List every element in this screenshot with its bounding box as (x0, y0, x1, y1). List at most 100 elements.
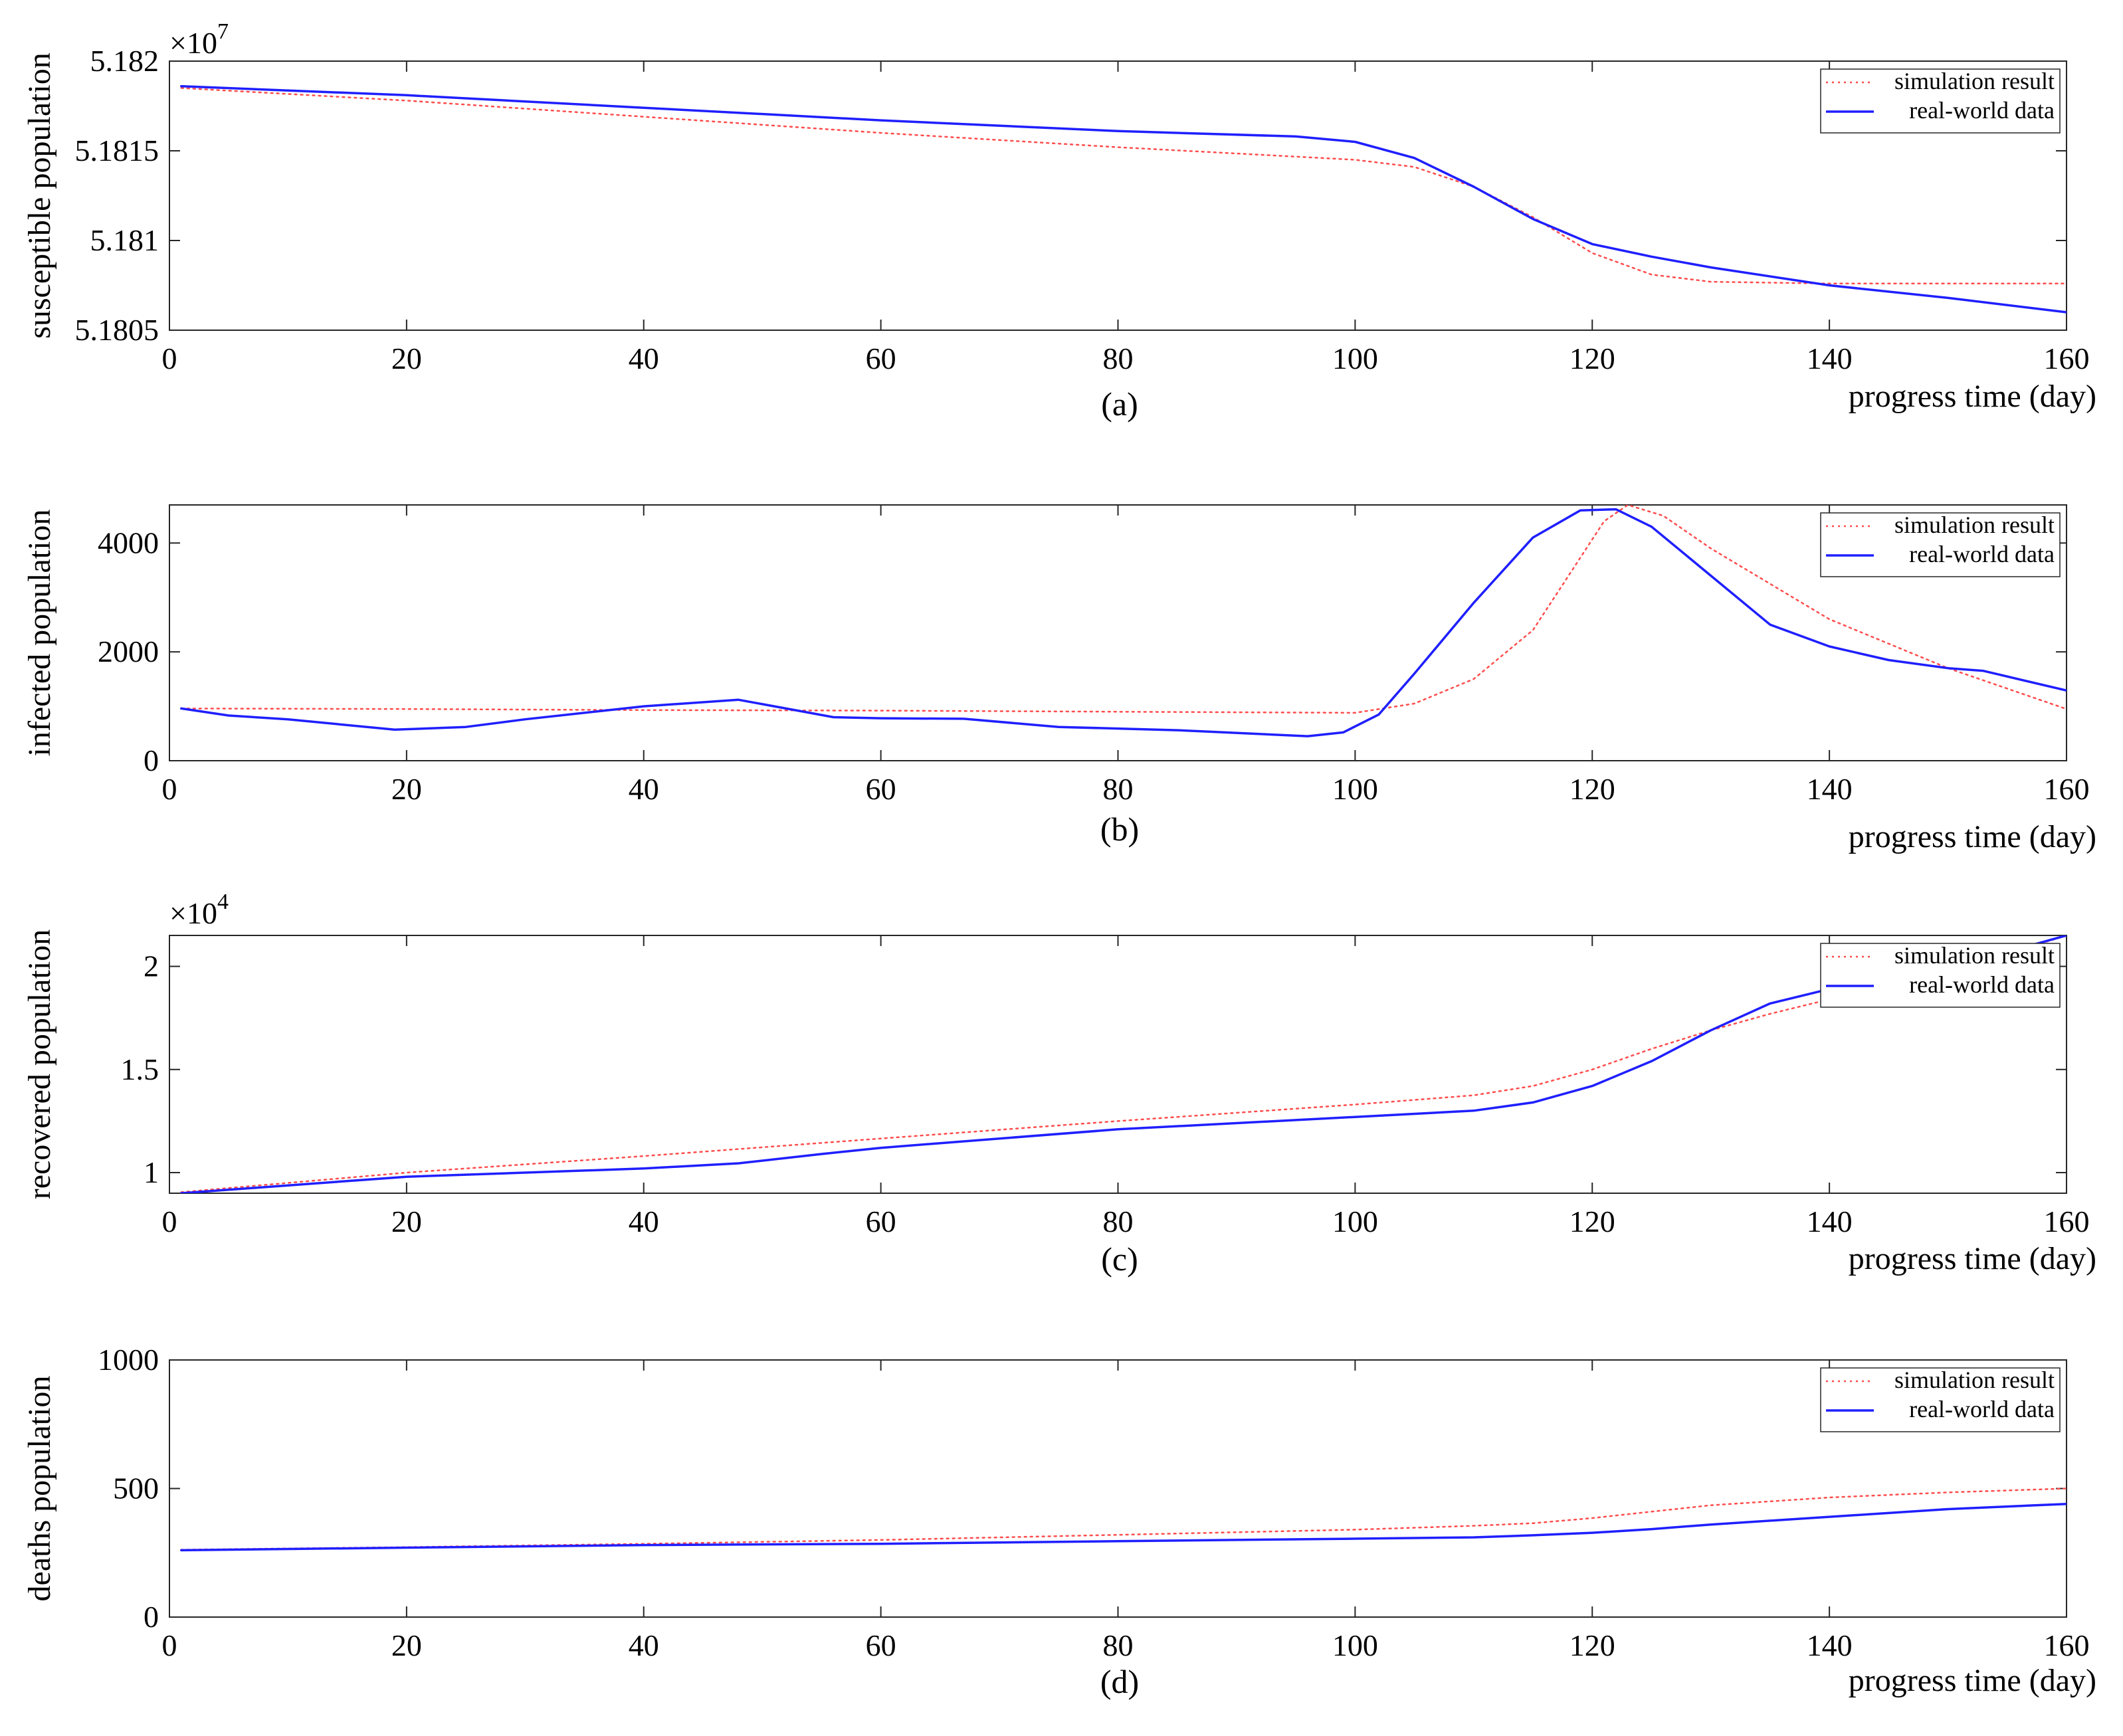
x-tick-label: 60 (866, 772, 896, 806)
legend: simulation result real-world data (1820, 1367, 2061, 1432)
y-tick-label: 4000 (98, 526, 159, 559)
plot-frame (169, 935, 2067, 1194)
x-tick-label: 160 (2044, 341, 2090, 375)
y-tick-label: 2 (144, 949, 159, 983)
legend-box (1820, 1367, 2061, 1432)
series-line-simulation (180, 505, 2067, 714)
chart-panel-2: 0 20 40 60 80 100 120 140 160 0 2000 4000 infected p… (22, 504, 2096, 854)
y-tick-label: 5.181 (90, 223, 159, 257)
x-tick-label: 40 (629, 1205, 659, 1238)
x-tick-label: 80 (1103, 1628, 1134, 1662)
x-tick-label: 80 (1103, 772, 1134, 806)
legend-entry: simulation result (1894, 512, 2055, 538)
plot-frame (169, 504, 2067, 761)
x-tick-label: 80 (1103, 1205, 1134, 1238)
x-tick-label: 60 (866, 341, 896, 375)
legend-box (1820, 68, 2061, 134)
chart-panel-1: 0 20 40 60 80 100 120 140 160 5.1805 5.181 5.1815 5.… (22, 19, 2096, 423)
series-line-real-world (180, 935, 2067, 1193)
x-tick-label: 60 (866, 1205, 896, 1238)
x-tick-label: 40 (629, 772, 659, 806)
y-axis-label: recovered population (22, 929, 57, 1200)
axis-multiplier-base: ×10 (169, 896, 217, 930)
x-tick-label: 20 (391, 341, 422, 375)
x-tick-label: 20 (391, 772, 422, 806)
y-tick-label: 1 (144, 1155, 159, 1189)
x-tick-label: 100 (1332, 1628, 1378, 1662)
series-line-real-world (180, 85, 2067, 314)
x-tick-label: 20 (391, 1628, 422, 1662)
y-tick-label: 500 (113, 1472, 159, 1505)
x-tick-label: 120 (1569, 1205, 1615, 1238)
x-tick-label: 160 (2044, 1628, 2090, 1662)
y-tick-label: 5.1805 (75, 313, 159, 347)
axis-multiplier: ×104 (169, 890, 229, 930)
panel-caption: (c) (1101, 1240, 1138, 1278)
y-tick-label: 2000 (98, 634, 159, 668)
x-tick-label: 0 (162, 1628, 177, 1662)
panel-caption: (a) (1101, 385, 1138, 423)
x-tick-label: 140 (1807, 772, 1853, 806)
y-tick-label: 5.1815 (75, 134, 159, 167)
axis-multiplier-exponent: 4 (217, 890, 229, 914)
legend-entry: simulation result (1894, 942, 2055, 969)
x-axis-label: progress time (day) (1849, 819, 2096, 854)
series-line-simulation (180, 935, 2067, 1193)
legend-entry: real-world data (1909, 971, 2055, 998)
plot-frame (169, 1359, 2067, 1618)
series-line-simulation (180, 1488, 2067, 1551)
y-axis-label: infected population (22, 510, 57, 757)
x-tick-label: 20 (391, 1205, 422, 1238)
legend-entry: real-world data (1909, 541, 2055, 567)
x-tick-label: 160 (2044, 1205, 2090, 1238)
legend-entry: real-world data (1909, 97, 2055, 124)
legend-box (1820, 512, 2061, 577)
x-tick-label: 140 (1807, 341, 1853, 375)
y-tick-label: 0 (144, 743, 159, 777)
x-tick-label: 120 (1569, 772, 1615, 806)
y-tick-label: 1.5 (121, 1052, 159, 1086)
x-tick-label: 40 (629, 1628, 659, 1662)
plot-frame (169, 60, 2067, 331)
x-tick-label: 120 (1569, 341, 1615, 375)
panel-caption: (d) (1100, 1663, 1139, 1700)
legend-entry: real-world data (1909, 1396, 2055, 1422)
panel-caption: (b) (1100, 811, 1139, 848)
x-axis-label: progress time (day) (1849, 1241, 2096, 1276)
chart-panel-4: 0 20 40 60 80 100 120 140 160 0 500 1000 deaths popu… (22, 1343, 2096, 1700)
x-tick-label: 100 (1332, 772, 1378, 806)
x-tick-label: 140 (1807, 1628, 1853, 1662)
y-tick-label: 1000 (98, 1343, 159, 1377)
legend-box (1820, 943, 2061, 1008)
series-line-real-world (180, 508, 2067, 737)
axis-multiplier: ×107 (169, 19, 229, 60)
x-tick-label: 140 (1807, 1205, 1853, 1238)
x-tick-label: 60 (866, 1628, 896, 1662)
x-tick-label: 80 (1103, 341, 1134, 375)
x-tick-label: 100 (1332, 1205, 1378, 1238)
x-tick-label: 160 (2044, 772, 2090, 806)
y-tick-label: 0 (144, 1600, 159, 1634)
chart-panel-3: 0 20 40 60 80 100 120 140 160 1 1.5 2 recovered popu… (22, 890, 2096, 1278)
x-tick-label: 100 (1332, 341, 1378, 375)
x-tick-label: 40 (629, 341, 659, 375)
y-axis-label: susceptible population (22, 52, 57, 339)
series-line-simulation (180, 87, 2067, 285)
y-axis-label: deaths population (22, 1376, 57, 1602)
x-tick-label: 0 (162, 1205, 177, 1238)
x-tick-label: 120 (1569, 1628, 1615, 1662)
x-axis-label: progress time (day) (1849, 1663, 2096, 1698)
x-tick-label: 0 (162, 772, 177, 806)
y-tick-label: 5.182 (90, 44, 159, 78)
legend: simulation result real-world data (1820, 68, 2061, 134)
legend-entry: simulation result (1894, 68, 2055, 94)
series-line-real-world (180, 1502, 2067, 1552)
x-axis-label: progress time (day) (1849, 379, 2096, 414)
legend-entry: simulation result (1894, 1367, 2055, 1393)
axis-multiplier-base: ×10 (169, 26, 217, 60)
legend: simulation result real-world data (1820, 512, 2061, 577)
x-tick-label: 0 (162, 341, 177, 375)
axis-multiplier-exponent: 7 (217, 19, 229, 44)
